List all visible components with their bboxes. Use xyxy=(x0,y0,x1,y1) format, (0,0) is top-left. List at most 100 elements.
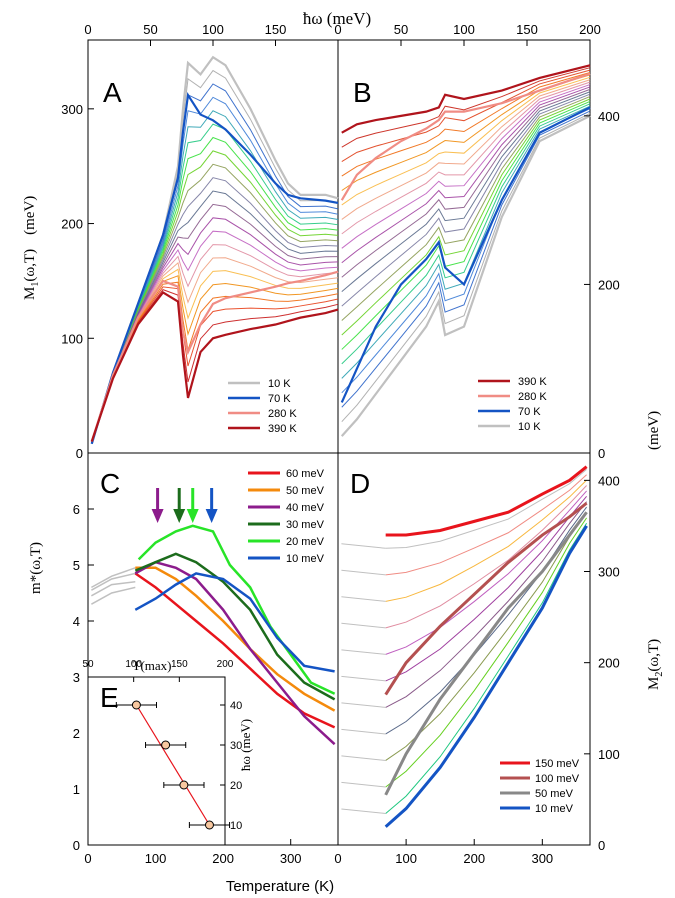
panel-c-legend-label: 50 meV xyxy=(286,485,325,497)
panel-d-background-curve xyxy=(385,468,587,549)
panel-c-legend-label: 10 meV xyxy=(286,553,325,565)
panel-b-background-curve xyxy=(341,98,591,336)
panel-b-xtick-label: 150 xyxy=(516,22,538,37)
panel-e-xtick-label: 100 xyxy=(125,659,142,670)
panel-b-background-curve xyxy=(341,112,591,423)
panel-b-background-curve xyxy=(341,81,591,235)
panel-d-background-curve xyxy=(385,501,587,708)
panel-c-series-line xyxy=(134,552,336,701)
panel-c-xtick-label: 300 xyxy=(280,851,302,866)
panel-d-gray-curve xyxy=(341,569,386,576)
panel-c-gray-curve xyxy=(91,572,136,591)
panel-c-xtick-label: 0 xyxy=(84,851,91,866)
panel-a-ytick-label: 0 xyxy=(76,446,83,461)
panel-b-background-curve xyxy=(341,110,591,408)
panel-b-series-line xyxy=(340,106,591,403)
panel-d-series-line xyxy=(384,501,588,696)
panel-d-legend-label: 150 meV xyxy=(535,758,580,770)
panel-c-series-line xyxy=(134,572,335,673)
panel-a-background-curve xyxy=(91,163,339,444)
panel-e-xtick-label: 50 xyxy=(82,659,94,670)
panel-a-background-curve xyxy=(91,83,339,444)
panel-c-ytick-label: 1 xyxy=(73,782,80,797)
panel-c-arrow-head xyxy=(205,509,218,523)
panel-e-point xyxy=(179,780,189,790)
panel-a-background-curve xyxy=(91,123,339,444)
panel-a-legend-label: 10 K xyxy=(268,378,291,390)
panel-d-background-curve xyxy=(385,474,587,576)
panel-a-background-curve xyxy=(91,110,339,444)
m2-axis-label: M2(ω,T) xyxy=(646,639,665,690)
panel-e-xtick-label: 200 xyxy=(217,659,234,670)
m1-axis-label: M1(ω,T)(meV) xyxy=(22,196,41,300)
panel-b-legend-label: 70 K xyxy=(518,406,541,418)
panel-c-series-line xyxy=(135,566,336,712)
m2-unit-label: (meV) xyxy=(646,411,662,450)
top-axis-label: ħω (meV) xyxy=(303,9,371,28)
panel-c-series-line xyxy=(137,524,336,695)
panel-d-xtick-label: 0 xyxy=(334,851,341,866)
panel-b-background-curve xyxy=(341,74,591,191)
panel-d-background-curve xyxy=(385,522,588,814)
panel-d-ytick-label: 400 xyxy=(598,473,620,488)
panel-a-background-curve xyxy=(91,56,339,444)
panel-c-xtick-label: 200 xyxy=(212,851,234,866)
panel-a-background-curve xyxy=(91,257,339,443)
panel-c-legend-label: 30 meV xyxy=(286,519,325,531)
panel-a-xtick-label: 100 xyxy=(202,22,224,37)
panel-a-background-curve xyxy=(91,289,339,442)
panel-b-background-curve xyxy=(341,67,591,148)
panel-e-ytick-label: 20 xyxy=(230,780,242,792)
panel-d-legend-label: 50 meV xyxy=(535,788,574,800)
panel-b-xtick-label: 50 xyxy=(394,22,408,37)
mstar-axis-label: m*(ω,T) xyxy=(28,542,44,594)
svg-text:m*(ω,T): m*(ω,T) xyxy=(28,542,44,594)
panel-a-xtick-label: 150 xyxy=(265,22,287,37)
panel-d-ytick-label: 0 xyxy=(598,838,605,853)
panel-a-background-curve xyxy=(91,281,339,443)
panel-c-ytick-label: 0 xyxy=(73,838,80,853)
panel-b-legend-label: 390 K xyxy=(518,376,547,388)
svg-text:M2(ω,T): M2(ω,T) xyxy=(646,639,665,690)
panel-e-ytick-label: 40 xyxy=(230,700,242,712)
panel-d-gray-curve xyxy=(341,728,386,735)
panel-d-xtick-label: 100 xyxy=(395,851,417,866)
inset-top-label: T(max) xyxy=(133,658,172,673)
panel-d-background-curve xyxy=(385,490,587,655)
panel-d-letter: D xyxy=(350,468,370,499)
panel-d-background-curve xyxy=(385,495,587,682)
panel-d-background-curve xyxy=(385,506,587,735)
panel-a-ytick-label: 300 xyxy=(61,102,83,117)
panel-a-ytick-label: 100 xyxy=(61,331,83,346)
panel-e-fit-line xyxy=(135,704,210,826)
panel-b-background-curve xyxy=(341,84,591,249)
panel-a-legend-label: 390 K xyxy=(268,423,297,435)
panel-b-background-curve xyxy=(341,103,591,365)
panel-d-xtick-label: 200 xyxy=(463,851,485,866)
panel-c-ytick-label: 4 xyxy=(73,614,80,629)
panel-d-gray-curve xyxy=(341,702,386,708)
panel-b-xtick-label: 100 xyxy=(453,22,475,37)
panel-a-background-curve xyxy=(91,268,339,443)
panel-c-ytick-label: 2 xyxy=(73,726,80,741)
panel-a-background-curve xyxy=(91,177,339,443)
panel-b-background-curve xyxy=(341,79,591,220)
panel-d-background-curve xyxy=(385,479,587,602)
panel-c-gray-curve xyxy=(91,581,136,597)
panel-a-background-curve xyxy=(91,217,339,443)
panel-b-background-curve xyxy=(341,69,591,163)
panel-b-ytick-label: 400 xyxy=(598,109,620,124)
panel-c-arrow-head xyxy=(173,509,186,523)
panel-a-background-curve xyxy=(91,286,339,442)
panel-d-ytick-label: 300 xyxy=(598,565,620,580)
panel-a-xtick-label: 50 xyxy=(143,22,157,37)
panel-c-letter: C xyxy=(100,468,120,499)
panel-d-frame xyxy=(337,452,591,846)
bottom-axis-label: Temperature (K) xyxy=(226,878,334,895)
panel-d-gray-curve xyxy=(341,543,386,549)
panel-d-background-curve xyxy=(385,517,588,788)
panel-c-legend-label: 20 meV xyxy=(286,536,325,548)
panel-a-background-curve xyxy=(91,190,339,443)
panel-d-gray-curve xyxy=(341,675,386,682)
